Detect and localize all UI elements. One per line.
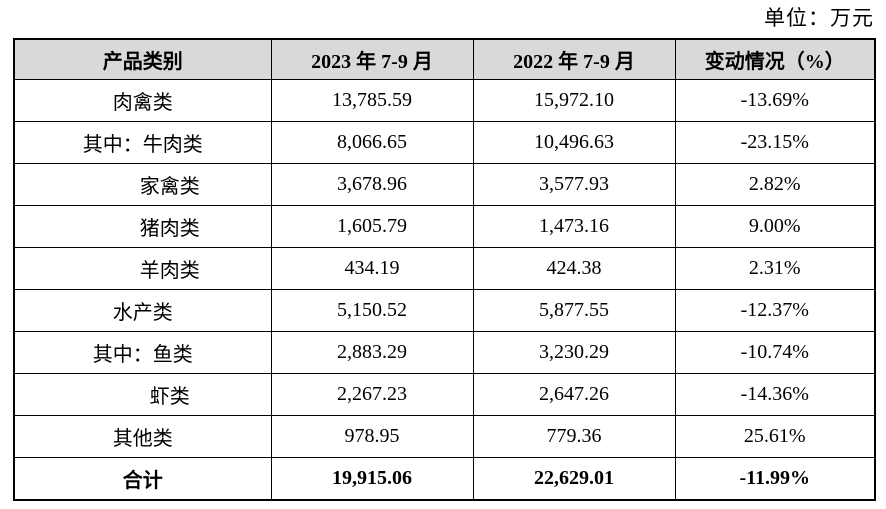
value-2023-cell: 2,883.29	[270, 331, 474, 374]
header-2023-jul-sep: 2023 年 7-9 月	[270, 38, 474, 80]
table-row-total: 合计 19,915.06 22,629.01 -11.99%	[13, 457, 876, 501]
table-row: 猪肉类 1,605.79 1,473.16 9.00%	[13, 205, 876, 248]
product-category-table: 产品类别 2023 年 7-9 月 2022 年 7-9 月 变动情况（%） 肉…	[13, 38, 876, 501]
value-2022-cell: 2,647.26	[472, 373, 676, 416]
change-cell: 2.82%	[674, 163, 876, 206]
change-cell: -11.99%	[674, 457, 876, 501]
value-2023-cell: 2,267.23	[270, 373, 474, 416]
value-2022-cell: 3,230.29	[472, 331, 676, 374]
table-row: 其中：牛肉类 8,066.65 10,496.63 -23.15%	[13, 121, 876, 164]
category-cell: 水产类	[13, 289, 272, 332]
change-cell: -13.69%	[674, 79, 876, 122]
change-cell: 9.00%	[674, 205, 876, 248]
change-cell: 2.31%	[674, 247, 876, 290]
value-2023-cell: 8,066.65	[270, 121, 474, 164]
unit-label: 单位：万元	[764, 6, 874, 30]
value-2023-cell: 978.95	[270, 415, 474, 458]
change-cell: 25.61%	[674, 415, 876, 458]
table-row: 其中：鱼类 2,883.29 3,230.29 -10.74%	[13, 331, 876, 374]
header-2022-jul-sep: 2022 年 7-9 月	[472, 38, 676, 80]
value-2022-cell: 424.38	[472, 247, 676, 290]
value-2022-cell: 10,496.63	[472, 121, 676, 164]
table-row: 虾类 2,267.23 2,647.26 -14.36%	[13, 373, 876, 416]
value-2023-cell: 5,150.52	[270, 289, 474, 332]
category-cell: 虾类	[13, 373, 272, 416]
category-cell: 家禽类	[13, 163, 272, 206]
value-2023-cell: 1,605.79	[270, 205, 474, 248]
value-2023-cell: 434.19	[270, 247, 474, 290]
value-2023-cell: 3,678.96	[270, 163, 474, 206]
value-2022-cell: 1,473.16	[472, 205, 676, 248]
category-cell: 其中：牛肉类	[13, 121, 272, 164]
category-cell: 肉禽类	[13, 79, 272, 122]
value-2022-cell: 15,972.10	[472, 79, 676, 122]
value-2022-cell: 779.36	[472, 415, 676, 458]
category-cell: 其他类	[13, 415, 272, 458]
table-row: 家禽类 3,678.96 3,577.93 2.82%	[13, 163, 876, 206]
value-2023-cell: 19,915.06	[270, 457, 474, 501]
value-2022-cell: 3,577.93	[472, 163, 676, 206]
header-product-category: 产品类别	[13, 38, 272, 80]
table-row: 水产类 5,150.52 5,877.55 -12.37%	[13, 289, 876, 332]
category-cell: 羊肉类	[13, 247, 272, 290]
header-change-percent: 变动情况（%）	[674, 38, 876, 80]
table-body: 肉禽类 13,785.59 15,972.10 -13.69% 其中：牛肉类 8,066.…	[13, 79, 876, 501]
change-cell: -23.15%	[674, 121, 876, 164]
category-cell: 猪肉类	[13, 205, 272, 248]
category-cell: 其中：鱼类	[13, 331, 272, 374]
change-cell: -12.37%	[674, 289, 876, 332]
table-row: 肉禽类 13,785.59 15,972.10 -13.69%	[13, 79, 876, 122]
category-cell: 合计	[13, 457, 272, 501]
value-2023-cell: 13,785.59	[270, 79, 474, 122]
value-2022-cell: 5,877.55	[472, 289, 676, 332]
change-cell: -10.74%	[674, 331, 876, 374]
table-header-row: 产品类别 2023 年 7-9 月 2022 年 7-9 月 变动情况（%）	[13, 38, 876, 80]
value-2022-cell: 22,629.01	[472, 457, 676, 501]
table-row: 羊肉类 434.19 424.38 2.31%	[13, 247, 876, 290]
table-row: 其他类 978.95 779.36 25.61%	[13, 415, 876, 458]
change-cell: -14.36%	[674, 373, 876, 416]
